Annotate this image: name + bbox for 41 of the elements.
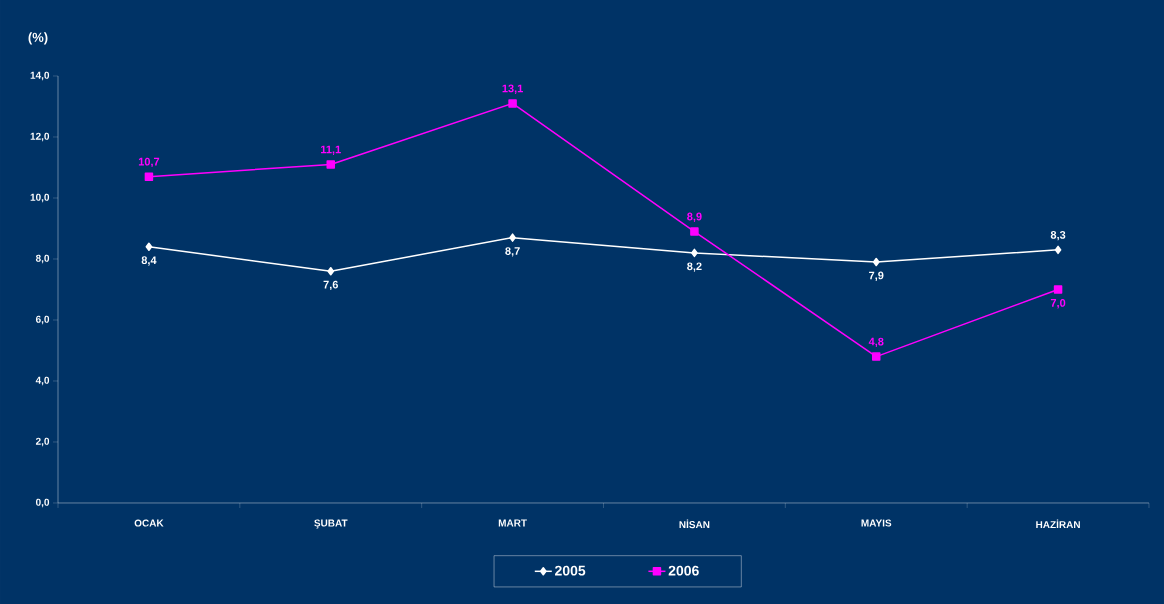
point <box>145 242 153 252</box>
point <box>508 99 517 108</box>
y-tick-label: 2,0 <box>35 437 50 447</box>
point <box>691 248 698 258</box>
x-tick-label: ŞUBAT <box>314 519 348 529</box>
data-label: 8,9 <box>687 212 702 223</box>
data-label: 8,2 <box>687 262 702 272</box>
data-label: 8,3 <box>1050 230 1066 241</box>
data-label: 7,0 <box>1050 299 1066 309</box>
point <box>871 352 881 361</box>
y-tick-label: 12,0 <box>30 132 50 142</box>
x-tick-label: OCAK <box>134 519 164 527</box>
point <box>1054 245 1062 255</box>
y-tick-label: 0,0 <box>35 498 50 508</box>
y-tick-label: 6,0 <box>35 315 50 325</box>
x-tick-label: HAZİRAN <box>1036 519 1080 529</box>
data-label: 8,7 <box>505 247 520 257</box>
point <box>872 257 880 267</box>
point <box>1053 285 1063 294</box>
point <box>509 233 516 242</box>
data-label: 7,6 <box>323 280 338 291</box>
data-label: 4,8 <box>868 337 884 348</box>
point <box>327 266 335 276</box>
legend-label: 2006 <box>668 565 699 576</box>
legend-label: 2005 <box>555 565 586 576</box>
x-tick-label: NİSAN <box>679 519 710 529</box>
point <box>144 172 154 181</box>
data-label: 13,1 <box>502 84 523 94</box>
data-label: 11,1 <box>321 145 341 155</box>
data-label: 10,7 <box>138 157 160 168</box>
y-tick-label: 10,0 <box>30 193 50 203</box>
point <box>326 160 335 169</box>
y-tick-label: 4,0 <box>35 376 50 386</box>
x-tick-label: MART <box>498 519 527 527</box>
y-tick-label: 14,0 <box>30 71 50 81</box>
x-tick-label: MAYIS <box>861 519 892 527</box>
data-label: 7,9 <box>869 271 884 281</box>
point <box>690 227 699 236</box>
y-axis-title: (%) <box>28 32 48 45</box>
data-label: 8,4 <box>141 256 157 266</box>
y-tick-label: 8,0 <box>35 254 50 264</box>
